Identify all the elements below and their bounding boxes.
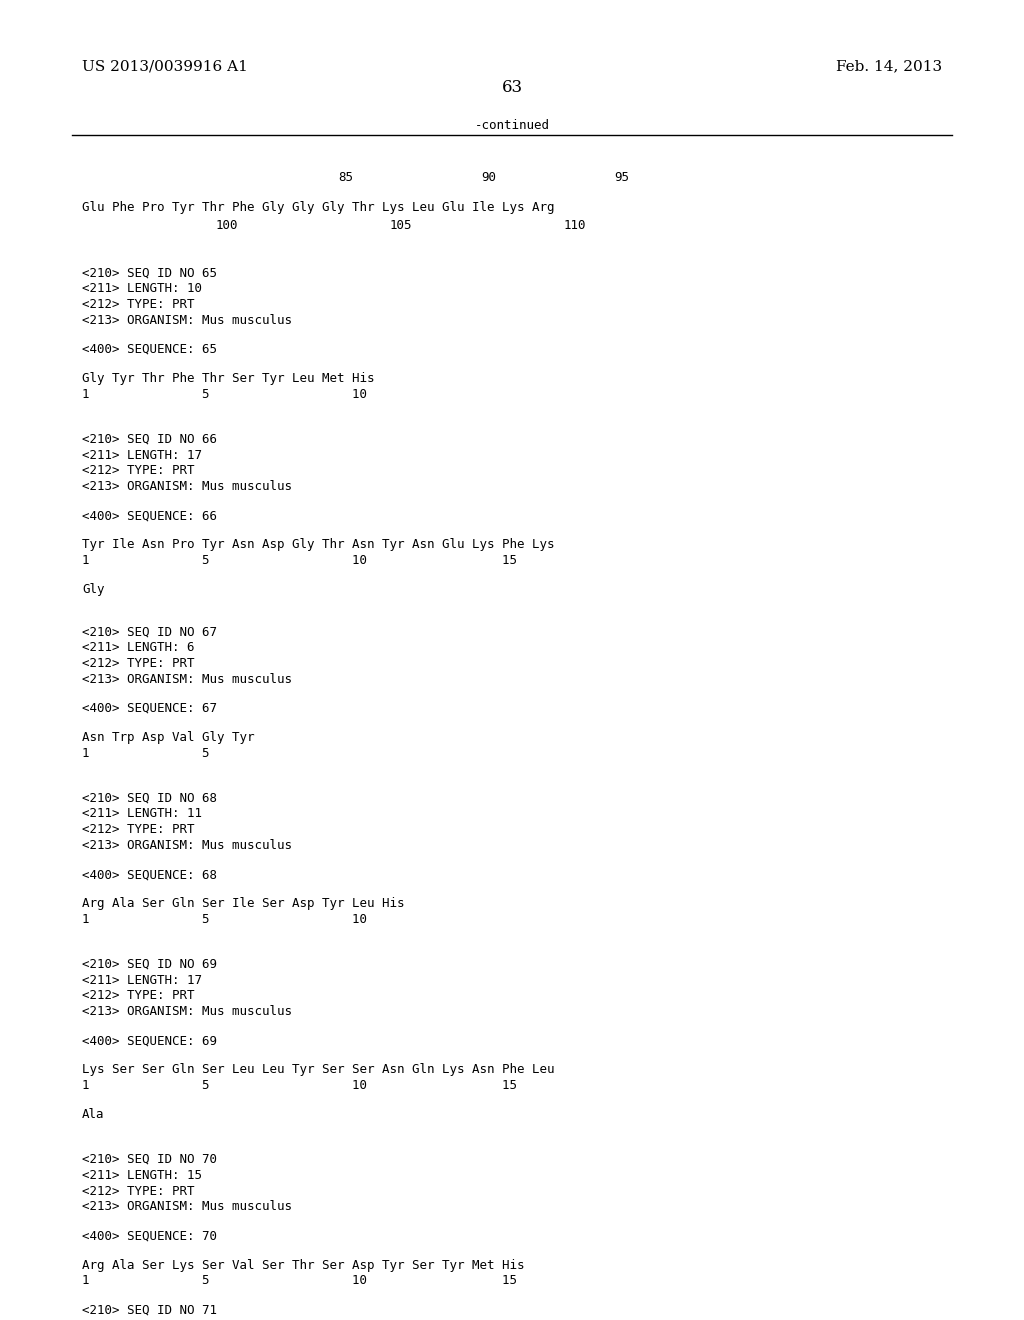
Text: <213> ORGANISM: Mus musculus: <213> ORGANISM: Mus musculus	[82, 314, 292, 327]
Text: <211> LENGTH: 11: <211> LENGTH: 11	[82, 808, 202, 820]
Text: <211> LENGTH: 10: <211> LENGTH: 10	[82, 282, 202, 296]
Text: <210> SEQ ID NO 65: <210> SEQ ID NO 65	[82, 267, 217, 280]
Text: <210> SEQ ID NO 69: <210> SEQ ID NO 69	[82, 958, 217, 970]
Text: 105: 105	[389, 219, 412, 232]
Text: Gly: Gly	[82, 583, 104, 597]
Text: 1               5                   10                  15: 1 5 10 15	[82, 1080, 517, 1092]
Text: 85: 85	[338, 172, 353, 185]
Text: <211> LENGTH: 17: <211> LENGTH: 17	[82, 974, 202, 986]
Text: 95: 95	[614, 172, 630, 185]
Text: <211> LENGTH: 6: <211> LENGTH: 6	[82, 642, 195, 655]
Text: Tyr Ile Asn Pro Tyr Asn Asp Gly Thr Asn Tyr Asn Glu Lys Phe Lys: Tyr Ile Asn Pro Tyr Asn Asp Gly Thr Asn …	[82, 539, 554, 552]
Text: Gly Tyr Thr Phe Thr Ser Tyr Leu Met His: Gly Tyr Thr Phe Thr Ser Tyr Leu Met His	[82, 372, 375, 385]
Text: 1               5                   10: 1 5 10	[82, 388, 367, 401]
Text: Asn Trp Asp Val Gly Tyr: Asn Trp Asp Val Gly Tyr	[82, 731, 254, 744]
Text: <400> SEQUENCE: 66: <400> SEQUENCE: 66	[82, 510, 217, 523]
Text: 1               5                   10: 1 5 10	[82, 913, 367, 925]
Text: Feb. 14, 2013: Feb. 14, 2013	[836, 59, 942, 74]
Text: <212> TYPE: PRT: <212> TYPE: PRT	[82, 657, 195, 671]
Text: <400> SEQUENCE: 65: <400> SEQUENCE: 65	[82, 343, 217, 356]
Text: US 2013/0039916 A1: US 2013/0039916 A1	[82, 59, 248, 74]
Text: Ala: Ala	[82, 1107, 104, 1121]
Text: Arg Ala Ser Lys Ser Val Ser Thr Ser Asp Tyr Ser Tyr Met His: Arg Ala Ser Lys Ser Val Ser Thr Ser Asp …	[82, 1258, 524, 1271]
Text: 1               5                   10                  15: 1 5 10 15	[82, 554, 517, 568]
Text: 110: 110	[563, 219, 586, 232]
Text: <210> SEQ ID NO 67: <210> SEQ ID NO 67	[82, 626, 217, 639]
Text: <210> SEQ ID NO 71: <210> SEQ ID NO 71	[82, 1303, 217, 1316]
Text: 100: 100	[215, 219, 238, 232]
Text: Arg Ala Ser Gln Ser Ile Ser Asp Tyr Leu His: Arg Ala Ser Gln Ser Ile Ser Asp Tyr Leu …	[82, 898, 404, 909]
Text: <213> ORGANISM: Mus musculus: <213> ORGANISM: Mus musculus	[82, 1200, 292, 1213]
Text: <213> ORGANISM: Mus musculus: <213> ORGANISM: Mus musculus	[82, 840, 292, 851]
Text: -continued: -continued	[474, 119, 550, 132]
Text: 63: 63	[502, 79, 522, 96]
Text: <212> TYPE: PRT: <212> TYPE: PRT	[82, 990, 195, 1002]
Text: <212> TYPE: PRT: <212> TYPE: PRT	[82, 1184, 195, 1197]
Text: <211> LENGTH: 17: <211> LENGTH: 17	[82, 449, 202, 462]
Text: <400> SEQUENCE: 67: <400> SEQUENCE: 67	[82, 702, 217, 715]
Text: <210> SEQ ID NO 68: <210> SEQ ID NO 68	[82, 792, 217, 804]
Text: <400> SEQUENCE: 69: <400> SEQUENCE: 69	[82, 1035, 217, 1047]
Text: <400> SEQUENCE: 70: <400> SEQUENCE: 70	[82, 1229, 217, 1242]
Text: <212> TYPE: PRT: <212> TYPE: PRT	[82, 465, 195, 478]
Text: <212> TYPE: PRT: <212> TYPE: PRT	[82, 824, 195, 836]
Text: <213> ORGANISM: Mus musculus: <213> ORGANISM: Mus musculus	[82, 480, 292, 494]
Text: 90: 90	[481, 172, 497, 185]
Text: <211> LENGTH: 15: <211> LENGTH: 15	[82, 1168, 202, 1181]
Text: <212> TYPE: PRT: <212> TYPE: PRT	[82, 298, 195, 312]
Text: <213> ORGANISM: Mus musculus: <213> ORGANISM: Mus musculus	[82, 673, 292, 686]
Text: Lys Ser Ser Gln Ser Leu Leu Tyr Ser Ser Asn Gln Lys Asn Phe Leu: Lys Ser Ser Gln Ser Leu Leu Tyr Ser Ser …	[82, 1064, 554, 1076]
Text: 1               5                   10                  15: 1 5 10 15	[82, 1274, 517, 1287]
Text: <210> SEQ ID NO 70: <210> SEQ ID NO 70	[82, 1152, 217, 1166]
Text: <400> SEQUENCE: 68: <400> SEQUENCE: 68	[82, 869, 217, 880]
Text: <210> SEQ ID NO 66: <210> SEQ ID NO 66	[82, 433, 217, 446]
Text: Glu Phe Pro Tyr Thr Phe Gly Gly Gly Thr Lys Leu Glu Ile Lys Arg: Glu Phe Pro Tyr Thr Phe Gly Gly Gly Thr …	[82, 201, 554, 214]
Text: 1               5: 1 5	[82, 747, 210, 760]
Text: <213> ORGANISM: Mus musculus: <213> ORGANISM: Mus musculus	[82, 1006, 292, 1018]
